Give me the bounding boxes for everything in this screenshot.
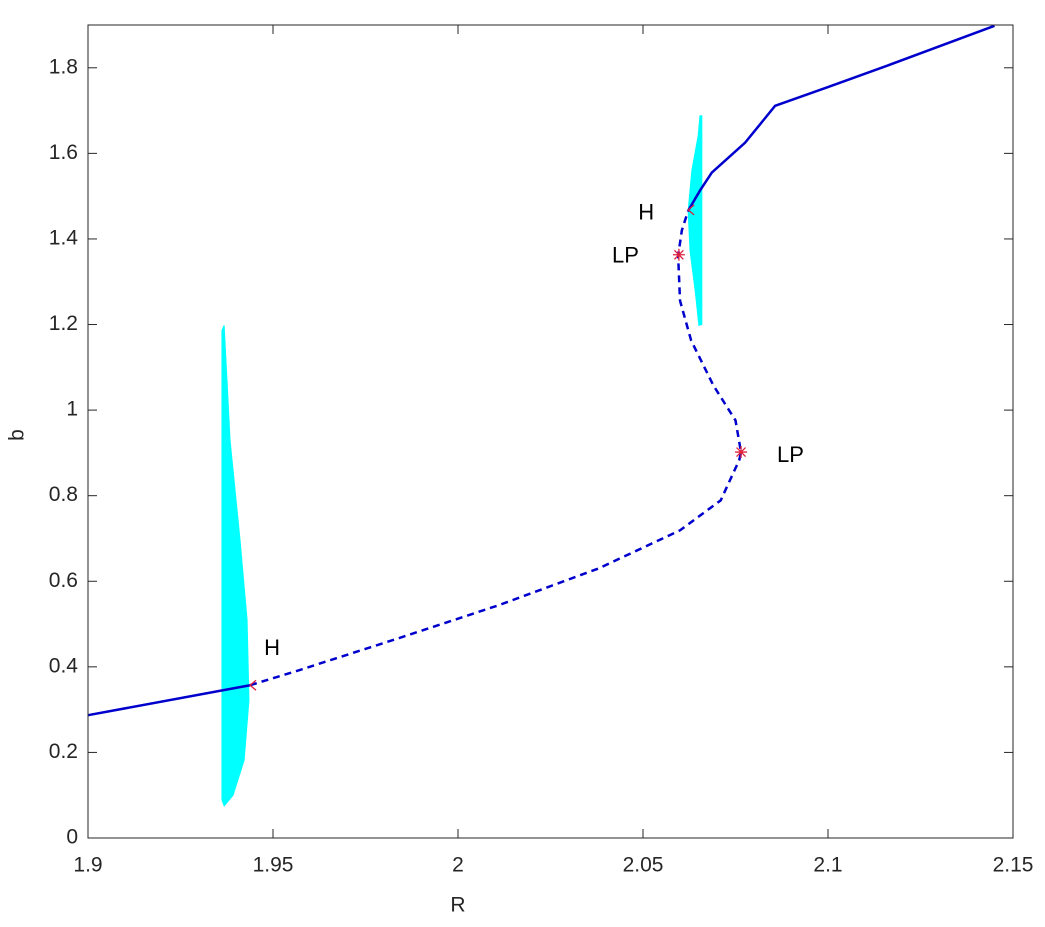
x-tick-label: 1.95 <box>253 854 294 877</box>
fold-marker <box>735 446 748 459</box>
x-tick-label: 2.05 <box>623 854 664 877</box>
marker-stroke <box>687 204 695 216</box>
y-tick-label: 0.8 <box>49 483 78 506</box>
y-tick-label: 1 <box>66 398 78 421</box>
y-tick-label: 0.6 <box>49 569 78 592</box>
x-tick-label: 1.9 <box>73 854 102 877</box>
hopf-marker <box>249 679 257 691</box>
point-label: LP <box>612 243 639 268</box>
y-tick-label: 1.2 <box>49 312 78 335</box>
point-label: H <box>264 635 280 660</box>
point-label: H <box>638 200 654 225</box>
equilibrium-branch <box>687 24 995 212</box>
limit-cycle-envelope <box>687 115 703 327</box>
limit-cycle-envelope <box>221 325 250 807</box>
y-tick-label: 1.6 <box>49 141 78 164</box>
point-label: LP <box>777 442 804 467</box>
marker-stroke <box>735 446 748 459</box>
hopf-marker <box>687 204 695 216</box>
fold-marker <box>672 248 685 261</box>
axes-box <box>87 24 1014 839</box>
y-tick-label: 1.8 <box>49 55 78 78</box>
x-tick-label: 2 <box>452 854 464 877</box>
x-tick-label: 2.1 <box>813 854 842 877</box>
marker-stroke <box>249 679 257 691</box>
x-tick-label: 2.15 <box>993 854 1034 877</box>
marker-stroke <box>672 248 685 261</box>
y-tick-label: 0.4 <box>49 654 79 677</box>
y-tick-label: 0 <box>66 826 78 849</box>
y-tick-label: 0.2 <box>49 740 78 763</box>
y-axis-label: b <box>6 429 29 441</box>
equilibrium-branch <box>249 210 743 687</box>
x-axis-label: R <box>450 894 465 917</box>
equilibrium-branch <box>87 684 251 717</box>
y-tick-label: 1.4 <box>49 226 79 249</box>
